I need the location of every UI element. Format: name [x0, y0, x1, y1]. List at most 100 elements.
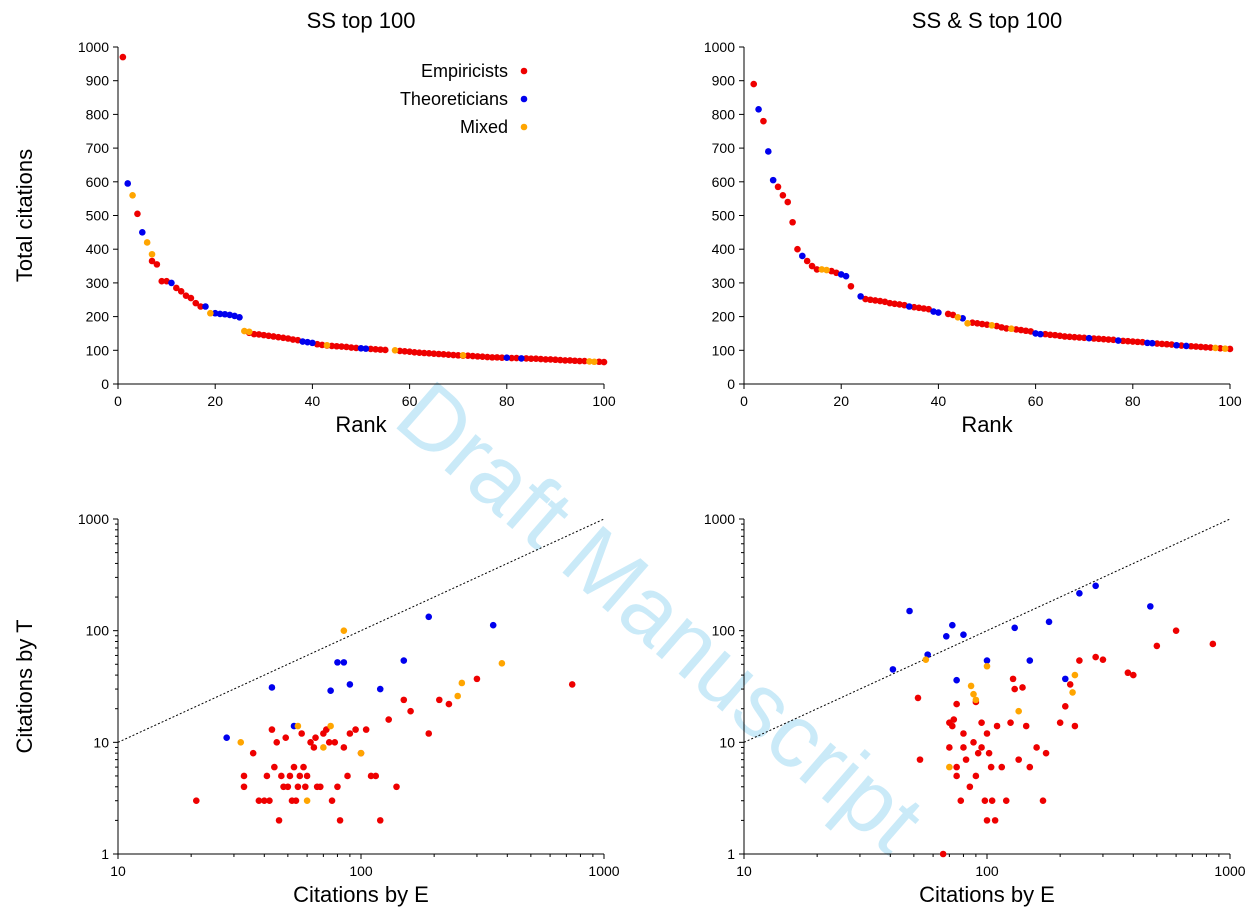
data-point: [211, 309, 219, 317]
data-point: [983, 730, 991, 737]
data-point: [407, 707, 414, 715]
data-point: [1015, 707, 1022, 715]
data-point: [503, 354, 511, 362]
data-point: [1002, 797, 1010, 805]
data-point: [1042, 330, 1049, 338]
data-point: [1212, 344, 1219, 352]
data-point: [862, 295, 869, 303]
x-tick-label: 60: [402, 393, 418, 409]
data-point: [1148, 339, 1156, 347]
data-point: [334, 659, 341, 666]
y-tick-label: 700: [712, 140, 736, 156]
data-point: [1061, 675, 1069, 683]
data-point: [372, 345, 379, 353]
y-tick-label: 600: [712, 174, 736, 190]
data-point: [139, 229, 146, 236]
data-point: [547, 356, 554, 363]
y-tick-label: 100: [86, 623, 110, 639]
data-point: [1153, 340, 1161, 347]
series-theoreticians: [889, 582, 1154, 684]
data-point: [1129, 338, 1137, 345]
data-point: [1076, 590, 1083, 597]
data-point: [905, 303, 913, 310]
data-point: [263, 772, 271, 780]
data-point: [268, 726, 276, 733]
x-tick-label: 20: [833, 393, 849, 409]
data-point: [1158, 340, 1166, 348]
data-point: [377, 346, 384, 353]
data-point: [346, 681, 354, 688]
data-point: [168, 279, 175, 287]
legend: Empiricists Theoreticians Mixed: [400, 61, 528, 137]
data-point: [1216, 344, 1224, 352]
data-point: [286, 772, 294, 780]
x-tick-label: 1000: [588, 863, 619, 879]
data-point: [1099, 656, 1107, 663]
data-point: [328, 342, 336, 350]
data-point: [1051, 331, 1059, 339]
data-point: [1061, 333, 1069, 340]
data-point: [192, 797, 200, 805]
y-tick-label: 100: [712, 342, 736, 358]
data-point: [393, 783, 400, 791]
data-point: [357, 749, 365, 757]
x-tick-label: 20: [207, 393, 223, 409]
data-point: [372, 772, 380, 780]
data-point: [1168, 341, 1175, 348]
data-point: [1090, 335, 1098, 342]
data-point: [474, 353, 481, 360]
data-point: [278, 772, 285, 780]
data-point: [987, 763, 995, 771]
series-mixed: [129, 191, 598, 366]
data-point: [765, 148, 772, 155]
data-point: [978, 744, 985, 751]
data-point: [755, 106, 762, 113]
data-point: [847, 282, 855, 290]
data-point: [993, 722, 1001, 730]
data-point: [223, 734, 230, 742]
x-tick-label: 0: [740, 393, 748, 409]
data-point: [1119, 337, 1127, 345]
data-point: [967, 682, 975, 690]
data-point: [346, 730, 354, 737]
data-point: [362, 726, 370, 733]
data-point: [300, 763, 307, 771]
data-point: [134, 210, 141, 218]
data-point: [318, 341, 326, 349]
data-point: [1173, 341, 1180, 349]
data-point: [1017, 326, 1025, 334]
data-point: [454, 352, 462, 359]
data-point: [964, 320, 971, 327]
data-point: [445, 351, 452, 358]
data-point: [268, 684, 276, 691]
data-point: [320, 744, 327, 751]
data-point: [566, 357, 574, 364]
data-point: [803, 257, 811, 265]
data-point: [192, 299, 200, 307]
data-point: [1134, 338, 1141, 346]
data-point: [537, 355, 545, 363]
y-tick-label: 0: [727, 376, 735, 392]
y-tick-label: 200: [712, 309, 736, 325]
data-point: [857, 293, 864, 300]
data-point: [760, 117, 767, 125]
data-point: [978, 719, 985, 726]
data-point: [946, 763, 953, 771]
data-point: [325, 739, 333, 746]
data-point: [309, 339, 316, 347]
data-point: [473, 675, 481, 683]
data-point: [1011, 685, 1018, 693]
data-point: [245, 328, 253, 336]
data-point: [595, 358, 603, 366]
data-point: [1012, 326, 1020, 333]
x-tick-label: 80: [499, 393, 515, 409]
legend-label: Theoreticians: [400, 89, 508, 109]
data-point: [1026, 657, 1034, 664]
data-point: [391, 347, 399, 354]
y-tick-label: 1000: [78, 39, 109, 55]
data-point: [1124, 337, 1132, 345]
y-tick-label: 400: [86, 241, 110, 257]
data-point: [939, 850, 947, 858]
legend-marker: [520, 123, 528, 131]
data-point: [158, 277, 166, 285]
